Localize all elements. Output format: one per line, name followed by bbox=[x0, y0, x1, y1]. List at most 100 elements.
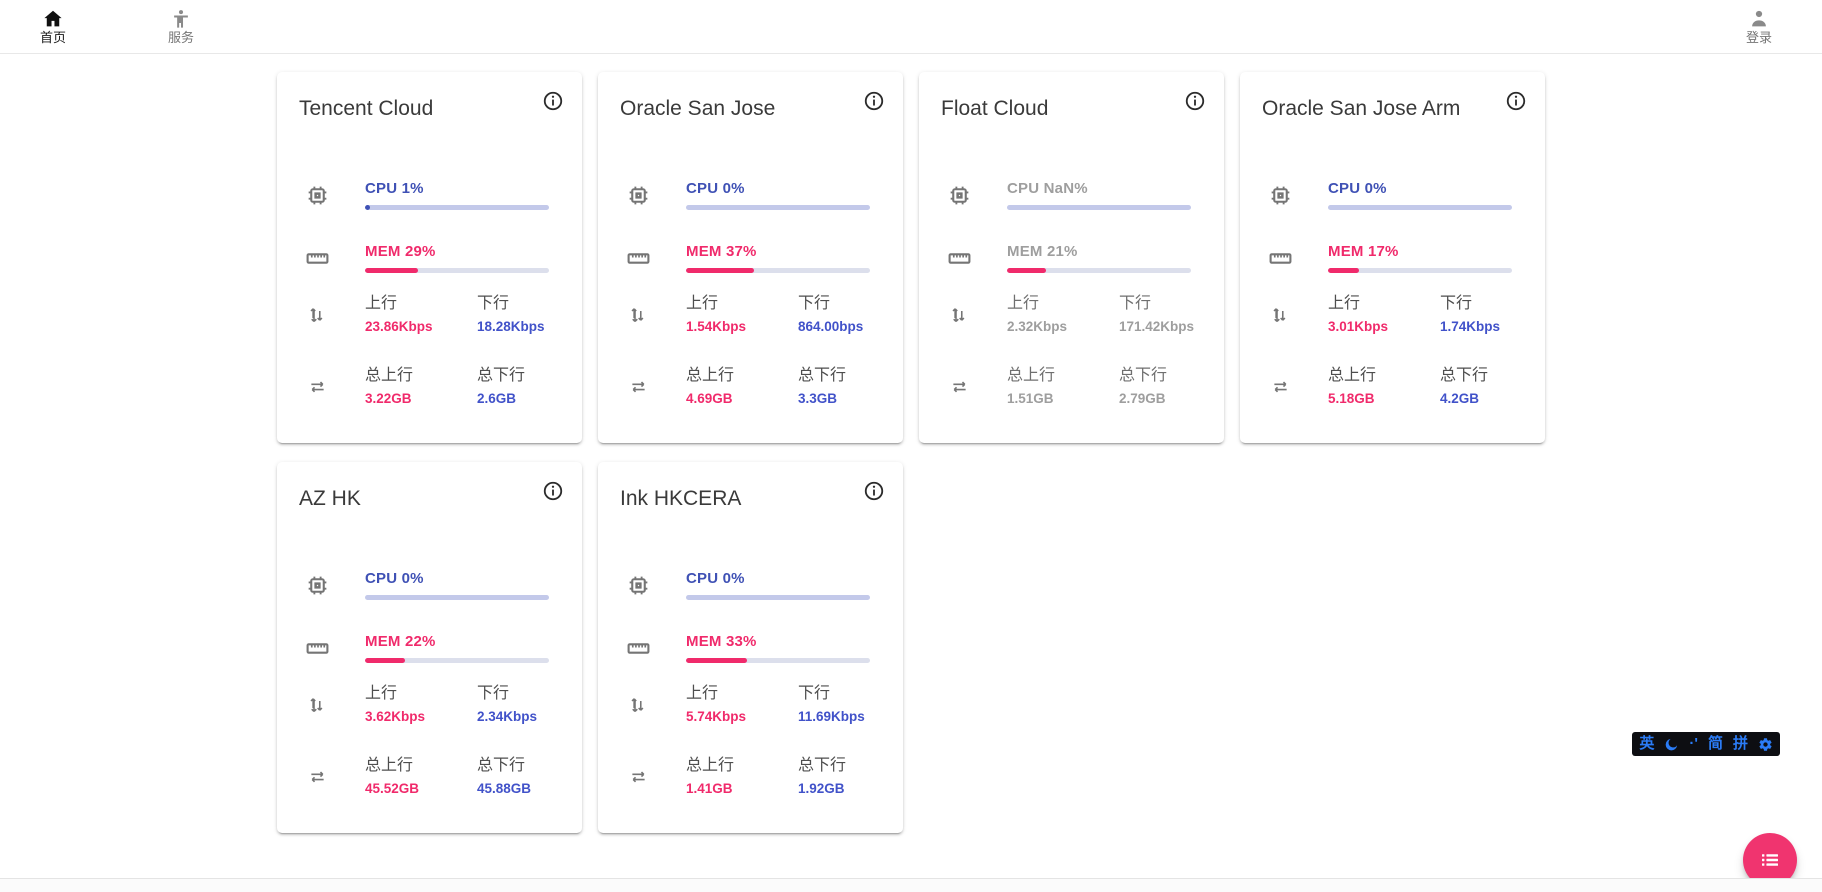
ime-language-toggle[interactable]: 英 bbox=[1639, 735, 1655, 752]
moon-icon[interactable] bbox=[1664, 737, 1679, 752]
mem-row: MEM 22% bbox=[277, 633, 582, 663]
server-name: Ink HKCERA bbox=[620, 487, 742, 510]
cpu-row: CPU 0% bbox=[1240, 180, 1545, 210]
total-upload-value: 4.69GB bbox=[686, 391, 733, 406]
cpu-progress-bar bbox=[686, 595, 870, 600]
swap-vertical-arrows-icon bbox=[626, 692, 651, 717]
total-download-label: 总下行 bbox=[798, 757, 847, 774]
swap-horizontal-arrows-icon bbox=[626, 374, 651, 399]
info-icon[interactable] bbox=[1505, 90, 1527, 112]
mem-progress-bar bbox=[686, 268, 870, 273]
total-row: 总上行 45.52GB 总下行 45.88GB bbox=[277, 755, 582, 798]
info-icon[interactable] bbox=[863, 90, 885, 112]
info-icon[interactable] bbox=[542, 90, 564, 112]
mem-usage-text: MEM 21% bbox=[1007, 243, 1078, 260]
server-name: AZ HK bbox=[299, 487, 361, 510]
top-navbar: 首页 服务 登录 bbox=[0, 0, 1822, 54]
cpu-progress-bar bbox=[1007, 205, 1191, 210]
total-upload-value: 45.52GB bbox=[365, 781, 420, 796]
cpu-usage-text: CPU 0% bbox=[365, 570, 424, 587]
nav-services-label: 服务 bbox=[167, 30, 194, 45]
rate-row: 上行 5.74Kbps 下行 11.69Kbps bbox=[598, 683, 903, 726]
total-upload-label: 总上行 bbox=[686, 757, 735, 774]
nav-item-services[interactable]: 服务 bbox=[158, 8, 204, 45]
cpu-chip-icon bbox=[947, 183, 972, 208]
server-card: Tencent Cloud bbox=[277, 72, 582, 443]
server-card: Oracle San Jose Arm bbox=[1240, 72, 1545, 443]
rate-row: 上行 3.62Kbps 下行 2.34Kbps bbox=[277, 683, 582, 726]
total-download-label: 总下行 bbox=[477, 367, 526, 384]
cpu-chip-icon bbox=[626, 573, 651, 598]
total-upload-value: 3.22GB bbox=[365, 391, 412, 406]
total-upload-label: 总上行 bbox=[686, 367, 735, 384]
cpu-progress-bar bbox=[1328, 205, 1512, 210]
rate-row: 上行 1.54Kbps 下行 864.00bps bbox=[598, 293, 903, 336]
swap-vertical-arrows-icon bbox=[1268, 302, 1293, 327]
total-download-label: 总下行 bbox=[1440, 367, 1489, 384]
memory-ruler-icon bbox=[305, 636, 330, 661]
upload-label: 上行 bbox=[686, 685, 719, 702]
download-label: 下行 bbox=[1440, 295, 1473, 312]
memory-ruler-icon bbox=[305, 246, 330, 271]
info-icon[interactable] bbox=[863, 480, 885, 502]
download-label: 下行 bbox=[1119, 295, 1152, 312]
nav-home-label: 首页 bbox=[39, 30, 66, 45]
cpu-row: CPU NaN% bbox=[919, 180, 1224, 210]
swap-horizontal-arrows-icon bbox=[1268, 374, 1293, 399]
nav-item-login[interactable]: 登录 bbox=[1736, 8, 1782, 45]
server-card: Float Cloud bbox=[919, 72, 1224, 443]
mem-usage-text: MEM 33% bbox=[686, 633, 757, 650]
server-name: Oracle San Jose bbox=[620, 97, 776, 120]
cpu-row: CPU 0% bbox=[277, 570, 582, 600]
ime-simplified-toggle[interactable]: 简 bbox=[1707, 735, 1723, 752]
cpu-usage-text: CPU 0% bbox=[686, 180, 745, 197]
upload-value: 3.01Kbps bbox=[1328, 319, 1389, 334]
download-label: 下行 bbox=[477, 685, 510, 702]
download-value: 11.69Kbps bbox=[798, 709, 865, 724]
mem-row: MEM 37% bbox=[598, 243, 903, 273]
upload-label: 上行 bbox=[686, 295, 719, 312]
upload-value: 2.32Kbps bbox=[1007, 319, 1068, 334]
cpu-usage-text: CPU 0% bbox=[1328, 180, 1387, 197]
total-download-value: 2.6GB bbox=[477, 391, 517, 406]
list-icon bbox=[1762, 854, 1778, 866]
total-row: 总上行 3.22GB 总下行 2.6GB bbox=[277, 365, 582, 408]
login-person-icon bbox=[1752, 10, 1766, 27]
ime-pinyin-toggle[interactable]: 拼 bbox=[1732, 735, 1748, 752]
mem-row: MEM 33% bbox=[598, 633, 903, 663]
download-value: 864.00bps bbox=[798, 319, 864, 334]
upload-value: 5.74Kbps bbox=[686, 709, 747, 724]
nav-item-home[interactable]: 首页 bbox=[30, 8, 76, 45]
server-card-grid: Tencent Cloud bbox=[277, 72, 1545, 833]
upload-value: 3.62Kbps bbox=[365, 709, 426, 724]
info-icon[interactable] bbox=[1184, 90, 1206, 112]
total-row: 总上行 1.41GB 总下行 1.92GB bbox=[598, 755, 903, 798]
swap-vertical-arrows-icon bbox=[305, 692, 330, 717]
rate-row: 上行 2.32Kbps 下行 171.42Kbps bbox=[919, 293, 1224, 336]
ime-settings-gear-icon[interactable] bbox=[1758, 737, 1773, 752]
total-download-label: 总下行 bbox=[477, 757, 526, 774]
server-card: Oracle San Jose bbox=[598, 72, 903, 443]
memory-ruler-icon bbox=[626, 246, 651, 271]
total-download-label: 总下行 bbox=[1119, 367, 1168, 384]
upload-value: 1.54Kbps bbox=[686, 319, 747, 334]
total-upload-value: 5.18GB bbox=[1328, 391, 1375, 406]
mem-progress-bar bbox=[365, 658, 549, 663]
swap-vertical-arrows-icon bbox=[305, 302, 330, 327]
info-icon[interactable] bbox=[542, 480, 564, 502]
mem-usage-text: MEM 17% bbox=[1328, 243, 1399, 260]
cpu-progress-bar bbox=[365, 205, 549, 210]
total-row: 总上行 5.18GB 总下行 4.2GB bbox=[1240, 365, 1545, 408]
cpu-usage-text: CPU NaN% bbox=[1007, 180, 1088, 197]
download-label: 下行 bbox=[477, 295, 510, 312]
cpu-chip-icon bbox=[626, 183, 651, 208]
download-value: 171.42Kbps bbox=[1119, 319, 1195, 334]
ime-punctuation-toggle[interactable]: ·' bbox=[1689, 735, 1698, 752]
server-card: AZ HK CPU 0% bbox=[277, 462, 582, 833]
services-person-icon bbox=[174, 10, 188, 28]
total-download-label: 总下行 bbox=[798, 367, 847, 384]
total-upload-value: 1.41GB bbox=[686, 781, 733, 796]
total-upload-label: 总上行 bbox=[1007, 367, 1056, 384]
mem-row: MEM 21% bbox=[919, 243, 1224, 273]
memory-ruler-icon bbox=[626, 636, 651, 661]
